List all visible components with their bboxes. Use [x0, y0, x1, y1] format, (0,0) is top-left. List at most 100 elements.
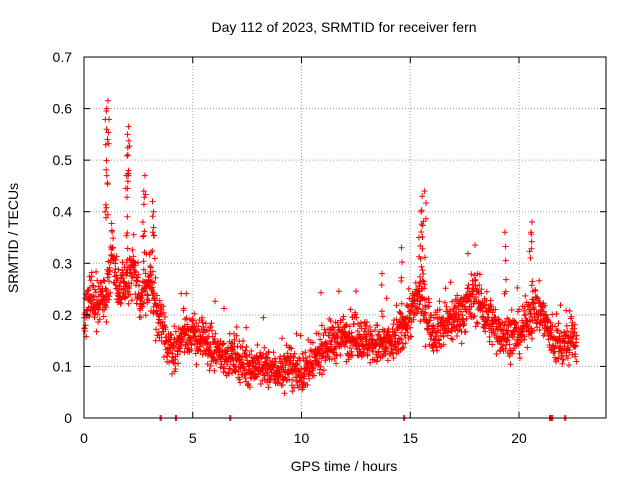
data-point [125, 300, 132, 307]
data-point [418, 229, 425, 235]
data-point [470, 314, 477, 321]
data-point [161, 354, 167, 360]
data-point [196, 343, 203, 350]
data-point [109, 228, 116, 235]
data-point [568, 313, 575, 320]
data-point [553, 310, 560, 317]
data-point [487, 297, 494, 304]
data-points [81, 97, 580, 421]
data-point [86, 313, 93, 320]
data-point [242, 347, 249, 354]
data-point [506, 341, 513, 348]
data-point [139, 303, 146, 310]
data-point [526, 248, 533, 255]
data-point [563, 322, 570, 329]
data-point [102, 201, 109, 208]
data-point [130, 253, 137, 260]
data-point [346, 323, 353, 330]
data-point [406, 315, 413, 322]
data-point [199, 319, 206, 326]
data-point [448, 335, 455, 342]
data-point [311, 372, 318, 379]
data-point [532, 287, 539, 294]
data-point [391, 331, 398, 338]
y-tick-label: 0.6 [53, 101, 73, 117]
data-point [454, 333, 460, 339]
data-point [89, 300, 96, 307]
data-point [521, 333, 528, 340]
data-point [447, 279, 454, 286]
data-point [464, 297, 471, 304]
data-point [316, 366, 323, 373]
data-point [571, 343, 578, 350]
data-point [124, 178, 131, 185]
data-point [472, 276, 479, 283]
data-point [419, 193, 426, 200]
data-point [317, 336, 324, 343]
data-point [212, 330, 219, 337]
data-point [185, 346, 192, 353]
data-point [534, 324, 540, 331]
data-point [279, 382, 286, 388]
data-point [131, 269, 138, 276]
data-point [400, 344, 407, 351]
data-point [458, 340, 465, 347]
data-point [492, 306, 499, 313]
data-point [504, 337, 511, 344]
data-point [358, 325, 365, 332]
data-point [118, 275, 125, 282]
data-point [348, 329, 355, 336]
data-point [93, 328, 100, 335]
data-point [103, 166, 110, 173]
data-point [491, 318, 498, 325]
data-point [509, 350, 516, 357]
data-point [306, 375, 313, 382]
data-point [171, 345, 178, 352]
data-point [471, 272, 478, 279]
data-point [432, 333, 439, 340]
data-point [417, 243, 424, 249]
data-point [461, 320, 468, 327]
data-point [512, 319, 519, 326]
data-point [340, 313, 347, 320]
data-point [422, 343, 429, 350]
x-axis-ticks: 0 5 10 15 20 [80, 57, 527, 446]
data-point [348, 348, 355, 355]
data-point [378, 308, 385, 315]
data-point [150, 208, 157, 215]
data-point [281, 390, 288, 397]
data-point [142, 270, 149, 277]
data-point [160, 303, 167, 310]
data-point [186, 336, 193, 343]
data-point [564, 328, 571, 335]
data-point [81, 328, 88, 334]
data-point [213, 360, 219, 367]
y-tick-label: 0 [64, 410, 72, 426]
data-point [316, 351, 323, 358]
data-point [459, 312, 466, 319]
x-tick-label: 15 [402, 430, 418, 446]
data-point [424, 326, 431, 333]
data-point [91, 314, 98, 321]
data-point [342, 343, 348, 350]
data-point [397, 309, 404, 316]
data-point [246, 363, 253, 370]
data-point [105, 140, 112, 147]
data-point [527, 318, 533, 325]
data-point [112, 260, 119, 267]
data-point [141, 228, 148, 235]
data-point [378, 282, 385, 288]
data-point [463, 315, 470, 322]
data-point [289, 388, 296, 395]
data-point [206, 367, 213, 374]
data-point [154, 292, 160, 299]
data-point [422, 309, 429, 316]
plot-frame [83, 56, 607, 419]
data-point [572, 351, 579, 357]
data-point [105, 271, 112, 278]
data-point [489, 341, 496, 348]
data-point [156, 297, 163, 304]
data-point [555, 355, 562, 362]
data-point [179, 335, 186, 342]
data-point [167, 346, 174, 353]
